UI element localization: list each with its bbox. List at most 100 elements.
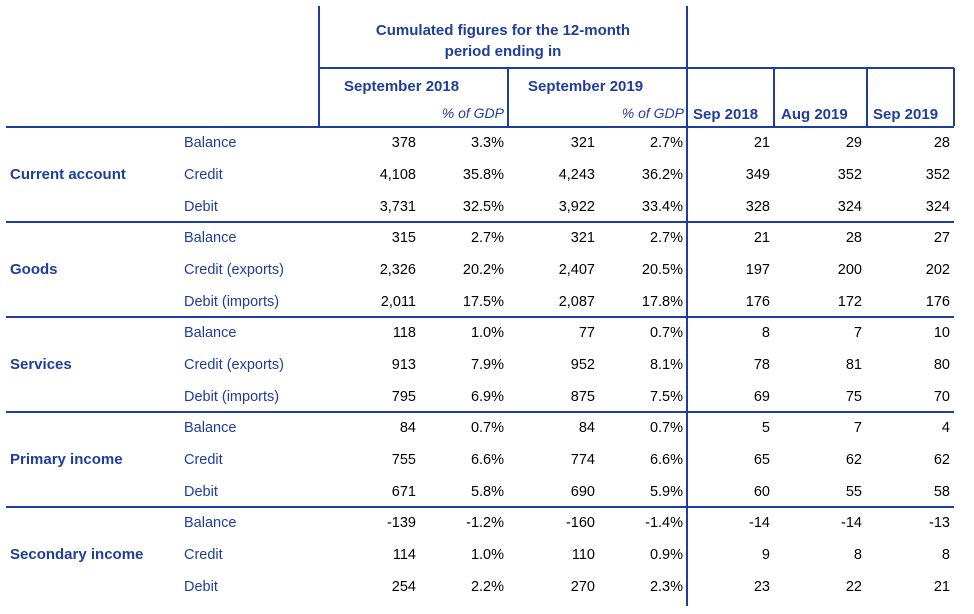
pct-cell: -1.4% xyxy=(645,515,683,531)
month-value-cell: 21 xyxy=(753,135,770,151)
value-cell: 77 xyxy=(578,325,595,341)
value-cell: 671 xyxy=(391,484,416,500)
month-value-cell: 8 xyxy=(853,547,862,563)
month-value-cell: 324 xyxy=(837,199,862,215)
row-label: Credit (exports) xyxy=(184,357,284,373)
month-value-cell: 349 xyxy=(745,167,770,183)
row-label: Credit xyxy=(184,452,223,468)
pct-cell: 17.8% xyxy=(641,294,683,310)
pct-cell: 1.0% xyxy=(470,325,504,341)
month-header-aug-2019: Aug 2019 xyxy=(781,106,848,123)
month-value-cell: 60 xyxy=(753,484,770,500)
pct-cell: 1.0% xyxy=(470,547,504,563)
pct-cell: 33.4% xyxy=(641,199,683,215)
month-value-cell: 7 xyxy=(853,420,862,436)
month-value-cell: 65 xyxy=(753,452,770,468)
pct-cell: 0.7% xyxy=(649,420,683,436)
month-value-cell: 80 xyxy=(933,357,950,373)
month-value-cell: 28 xyxy=(933,135,950,151)
month-value-cell: 176 xyxy=(925,294,950,310)
pct-cell: 0.7% xyxy=(470,420,504,436)
month-value-cell: -14 xyxy=(749,515,770,531)
value-cell: 690 xyxy=(570,484,595,500)
month-value-cell: 78 xyxy=(753,357,770,373)
value-cell: 2,407 xyxy=(558,262,595,278)
pct-cell: 2.3% xyxy=(649,579,683,595)
pct-cell: -1.2% xyxy=(466,515,504,531)
row-label: Debit (imports) xyxy=(184,389,280,405)
month-value-cell: 10 xyxy=(933,325,950,341)
row-label: Credit xyxy=(184,167,223,183)
period-2-header: September 2019 xyxy=(528,78,644,95)
row-label: Credit (exports) xyxy=(184,262,284,278)
pct-cell: 35.8% xyxy=(462,167,504,183)
value-cell: 4,108 xyxy=(379,167,416,183)
period-1-header: September 2018 xyxy=(344,78,460,95)
value-cell: 3,922 xyxy=(558,199,595,215)
value-cell: 2,326 xyxy=(379,262,416,278)
pct-cell: 2.7% xyxy=(470,230,504,246)
month-header-sep-2019: Sep 2019 xyxy=(873,106,939,123)
pct-cell: 2.7% xyxy=(649,135,683,151)
value-cell: 3,731 xyxy=(379,199,416,215)
month-value-cell: 176 xyxy=(745,294,770,310)
value-cell: 270 xyxy=(570,579,595,595)
month-value-cell: 23 xyxy=(753,579,770,595)
pct-cell: 17.5% xyxy=(462,294,504,310)
pct-cell: 6.6% xyxy=(470,452,504,468)
value-cell: 321 xyxy=(570,135,595,151)
pct-cell: 3.3% xyxy=(470,135,504,151)
month-value-cell: 7 xyxy=(853,325,862,341)
value-cell: 118 xyxy=(392,325,416,341)
pct-gdp-label-1: % of GDP xyxy=(441,105,504,121)
row-label: Debit (imports) xyxy=(184,294,280,310)
month-value-cell: 202 xyxy=(925,262,950,278)
divider-month-2 xyxy=(866,68,868,126)
pct-cell: 0.7% xyxy=(649,325,683,341)
pct-cell: 2.7% xyxy=(649,230,683,246)
month-value-cell: 200 xyxy=(837,262,862,278)
divider-month-1 xyxy=(773,68,775,126)
value-cell: -139 xyxy=(386,515,416,531)
month-value-cell: 70 xyxy=(933,389,950,405)
value-cell: 254 xyxy=(391,579,416,595)
month-value-cell: 4 xyxy=(941,420,950,436)
section-name: Services xyxy=(10,356,72,373)
row-label: Debit xyxy=(184,199,218,215)
month-value-cell: 29 xyxy=(845,135,862,151)
month-value-cell: 81 xyxy=(845,357,862,373)
month-value-cell: 352 xyxy=(837,167,862,183)
month-value-cell: 62 xyxy=(933,452,950,468)
month-value-cell: 8 xyxy=(761,325,770,341)
pct-cell: 20.5% xyxy=(641,262,683,278)
divider-left-block xyxy=(318,6,320,126)
section-rule xyxy=(6,221,954,223)
pct-cell: 7.9% xyxy=(470,357,504,373)
table-title: Cumulated figures for the 12-month perio… xyxy=(320,20,686,62)
value-cell: 875 xyxy=(570,389,595,405)
month-value-cell: 5 xyxy=(761,420,770,436)
pct-gdp-label-2: % of GDP xyxy=(621,105,684,121)
pct-cell: 5.9% xyxy=(649,484,683,500)
month-value-cell: 324 xyxy=(925,199,950,215)
month-value-cell: 21 xyxy=(933,579,950,595)
row-label: Debit xyxy=(184,484,218,500)
value-cell: 110 xyxy=(571,547,595,563)
month-value-cell: 172 xyxy=(837,294,862,310)
pct-cell: 0.9% xyxy=(649,547,683,563)
pct-cell: 8.1% xyxy=(649,357,683,373)
pct-cell: 2.2% xyxy=(470,579,504,595)
value-cell: 114 xyxy=(392,547,416,563)
section-rule xyxy=(6,126,954,128)
month-value-cell: -14 xyxy=(841,515,862,531)
month-value-cell: 21 xyxy=(753,230,770,246)
section-name: Goods xyxy=(10,261,58,278)
row-label: Balance xyxy=(184,515,237,531)
pct-cell: 20.2% xyxy=(462,262,504,278)
divider-right-block xyxy=(686,6,688,606)
pct-cell: 5.8% xyxy=(470,484,504,500)
section-name: Primary income xyxy=(10,451,123,468)
pct-cell: 6.9% xyxy=(470,389,504,405)
row-label: Balance xyxy=(184,230,237,246)
row-label: Credit xyxy=(184,547,223,563)
